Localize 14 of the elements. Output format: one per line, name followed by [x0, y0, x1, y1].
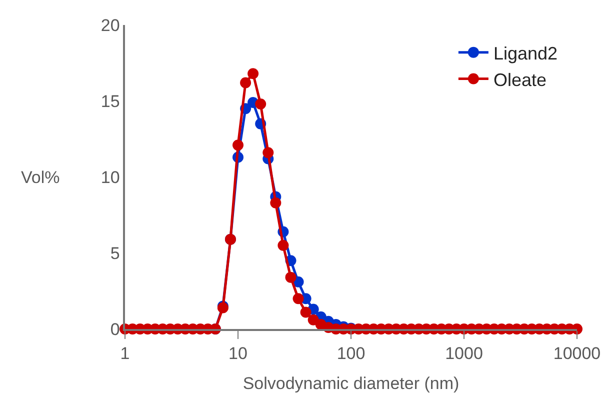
x-tick-label: 1	[120, 344, 130, 364]
y-tick-label: 10	[100, 168, 120, 187]
y-tick-label: 15	[100, 92, 120, 111]
x-tick-label: 1000	[445, 344, 483, 364]
y-tick-label: 5	[110, 244, 120, 263]
y-axis-title: Vol%	[21, 168, 60, 187]
x-tick-label: 100	[336, 344, 366, 364]
legend-label: Ligand2	[493, 43, 558, 64]
x-axis-title: Solvodynamic diameter (nm)	[242, 374, 460, 394]
y-tick-label: 0	[110, 320, 120, 339]
x-tick-label: 10	[228, 344, 248, 364]
x-tick-label: 10000	[553, 344, 601, 364]
y-tick-label: 20	[100, 16, 120, 35]
legend-label: Oleate	[493, 70, 546, 90]
